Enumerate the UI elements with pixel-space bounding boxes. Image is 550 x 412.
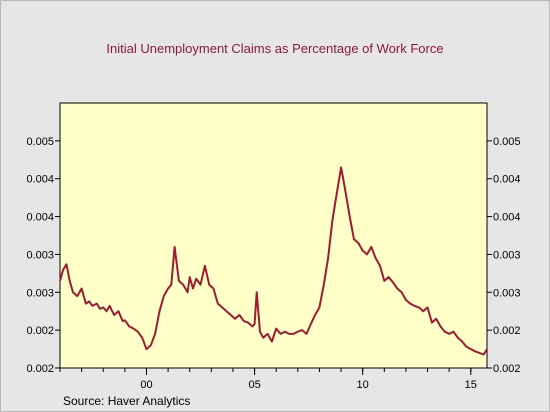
chart-title: Initial Unemployment Claims as Percentag… bbox=[106, 41, 443, 56]
series-line bbox=[59, 166, 488, 356]
x-tick-label: 00 bbox=[140, 379, 152, 391]
x-tick-label: 05 bbox=[248, 379, 260, 391]
y-tick-label-right: 0.002 bbox=[493, 325, 521, 337]
y-tick-label-right: 0.003 bbox=[493, 287, 521, 299]
x-axis: 00 05 10 15 bbox=[59, 368, 477, 391]
y-tick-label-right: 0.004 bbox=[493, 212, 521, 224]
y-tick-label-left: 0.002 bbox=[26, 325, 54, 337]
y-axis-right: 0.002 0.002 0.003 0.003 0.004 0.004 0.005 bbox=[487, 136, 521, 375]
source-note: Source: Haver Analytics bbox=[63, 394, 190, 408]
y-tick-label-left: 0.003 bbox=[26, 287, 54, 299]
y-tick-label-right: 0.005 bbox=[493, 136, 521, 148]
y-tick-label-right: 0.002 bbox=[493, 363, 521, 375]
y-tick-label-left: 0.003 bbox=[26, 249, 54, 261]
y-tick-label-left: 0.002 bbox=[26, 363, 54, 375]
y-axis-left: 0.002 0.002 0.003 0.003 0.004 0.004 0.005 bbox=[26, 136, 60, 375]
x-tick-label: 10 bbox=[357, 379, 369, 391]
y-tick-label-left: 0.005 bbox=[26, 136, 54, 148]
y-tick-label-right: 0.003 bbox=[493, 249, 521, 261]
x-tick-label: 15 bbox=[465, 379, 477, 391]
plot-area bbox=[59, 102, 488, 369]
y-tick-label-left: 0.004 bbox=[26, 212, 54, 224]
y-tick-label-left: 0.004 bbox=[26, 174, 54, 186]
y-tick-label-right: 0.004 bbox=[493, 174, 521, 186]
